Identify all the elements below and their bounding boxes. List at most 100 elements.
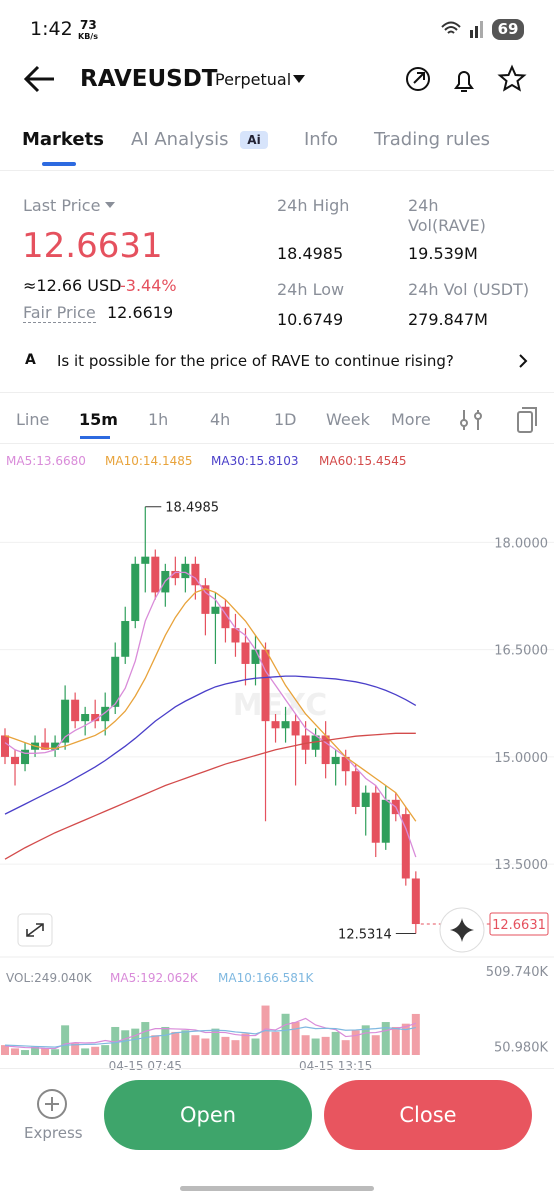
volume-bar [1,1045,9,1055]
volume-bar [181,1030,190,1055]
volume-bar [361,1025,370,1055]
candle-body [121,621,130,657]
symbol: RAVEUSDT [80,66,218,92]
status-time: 1:42 [30,18,73,40]
header-actions[interactable] [404,64,534,94]
volume-bar [161,1026,170,1055]
value: 279.847M [408,310,488,329]
interval[interactable]: Line [16,410,50,429]
ma-legend: MA10:14.1485 [105,454,193,468]
candle-body [221,606,230,629]
label: 24h Vol(RAVE) [408,196,486,235]
candle-body [71,699,80,722]
ai-badge: Ai [240,131,268,149]
tab[interactable]: Info [304,129,339,150]
volume-bar [391,1026,400,1055]
candle-body [301,735,310,750]
back-button[interactable] [22,62,58,96]
candle-body [281,721,290,729]
interval[interactable]: 1h [148,410,169,429]
tab[interactable]: AI Analysis [131,129,229,150]
price-box [489,912,549,936]
candle-body [131,563,140,622]
candle-body [411,878,420,925]
volume-bar [211,1028,220,1055]
volume-bar [31,1046,40,1055]
open-button[interactable]: Open [104,1080,312,1150]
label: 24h High [277,196,350,215]
candle-body [1,735,9,757]
chart-tools[interactable] [458,406,538,434]
volume-bar [381,1022,390,1055]
interval-indicator [80,436,110,439]
candle-body [331,756,340,765]
express-label[interactable]: Express [24,1124,83,1142]
tab[interactable]: Markets [22,129,104,150]
ma-line [4,732,416,860]
volume-bar [331,1031,340,1055]
candle-body [271,721,280,729]
candle-body [11,756,20,765]
interval[interactable]: 1D [274,410,297,429]
home-indicator [180,1186,374,1191]
volume-bar [21,1050,30,1055]
ai-question[interactable]: Is it possible for the price of RAVE to … [57,352,454,370]
contract-type[interactable]: Perpetual [215,70,292,89]
change: -3.44% [120,276,177,295]
candle-body [251,649,260,664]
volume-bar [111,1026,120,1055]
divider [0,392,554,393]
candle-body [51,742,60,750]
volume-bar [41,1048,50,1055]
divider [0,443,554,444]
y-tick-label: 15.0000 [494,751,548,766]
candle-body [151,556,160,593]
vol-tick-label: 50.980K [494,1041,548,1056]
sparkle-icon [450,918,474,942]
candle-body [401,814,410,879]
volume-bar [401,1023,410,1055]
candle-body [181,563,190,579]
volume-bar [221,1036,230,1055]
y-tick-label: 13.5000 [494,858,548,873]
ai-icon: A [25,352,36,368]
volume-bar [231,1040,240,1055]
interval[interactable]: 15m [79,410,118,429]
tab[interactable]: Trading rules [374,129,491,150]
caret [105,202,115,208]
volume-bar [11,1048,20,1055]
candle-body [381,799,390,843]
volume-bar [281,1013,290,1055]
label: 24h Low [277,280,345,299]
vol-legend: VOL:249.040K [6,971,93,985]
volume-bar [351,1030,360,1055]
candle-body [261,649,270,722]
candle-body [361,792,370,807]
high-label: 18.4985 [165,501,219,516]
vol-ma-legend: MA5:192.062K [110,971,199,985]
tab-indicator [42,162,76,166]
volume-bar [51,1049,60,1055]
interval[interactable]: Week [326,410,370,429]
candle-body [141,556,150,564]
candle-body [111,656,120,707]
interval[interactable]: 4h [210,410,231,429]
candle-body [231,628,240,643]
fair-price: 12.6619 [107,303,174,322]
candle-body [291,721,300,736]
candle-body [81,714,90,722]
candle-body [211,606,220,614]
volume-bar [371,1035,380,1055]
ma-line [4,675,417,815]
interval[interactable]: More [391,410,431,429]
express-icon[interactable] [36,1088,68,1120]
candle-body [61,699,70,743]
volume-bar [411,1013,420,1055]
divider [0,1068,554,1069]
usd-price: ≈12.66 USD [23,276,122,295]
candle-body [351,771,360,807]
volume-bar [311,1038,320,1055]
candle-body [191,563,200,586]
ma-line [4,588,417,822]
close-button[interactable]: Close [324,1080,532,1150]
